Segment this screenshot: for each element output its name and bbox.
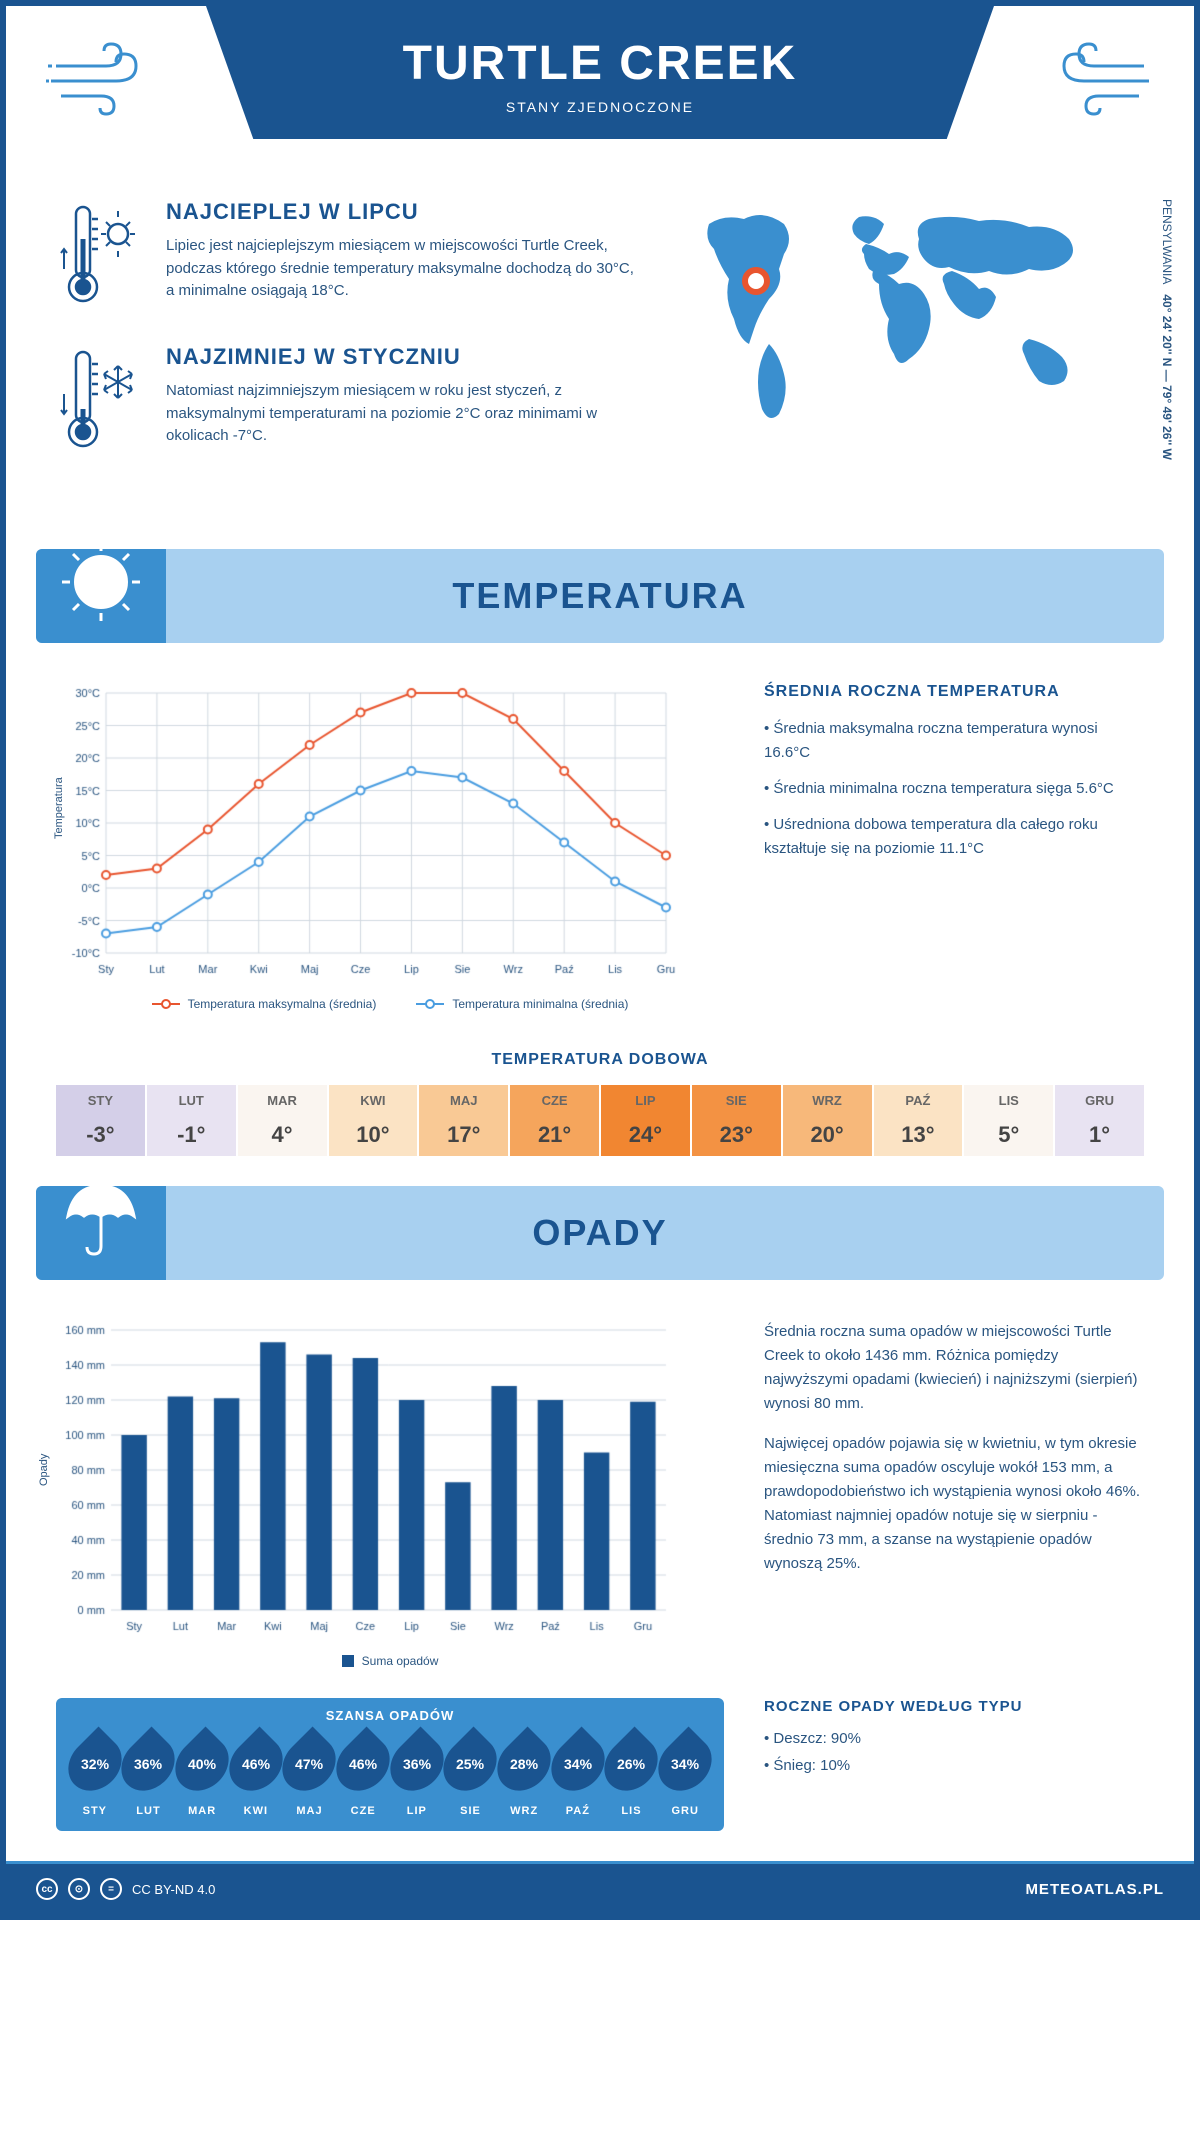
precip-para-2: Najwięcej opadów pojawia się w kwietniu,…	[764, 1432, 1144, 1576]
precipitation-section-header: OPADY	[36, 1186, 1164, 1280]
precipitation-bar-chart: Opady	[56, 1320, 724, 1640]
daily-temp-cell: LIP24°	[601, 1085, 690, 1156]
daily-temp-cell: WRZ20°	[783, 1085, 872, 1156]
daily-temp-cell: CZE21°	[510, 1085, 599, 1156]
temperature-title: TEMPERATURA	[62, 575, 1138, 617]
temperature-legend: Temperatura maksymalna (średnia) Tempera…	[56, 997, 724, 1011]
thermometer-cold-icon	[56, 344, 146, 459]
coldest-title: NAJZIMNIEJ W STYCZNIU	[166, 344, 644, 370]
chance-cell: 36%LIP	[392, 1735, 442, 1817]
temperature-section-header: TEMPERATURA	[36, 549, 1164, 643]
site-name: METEOATLAS.PL	[1025, 1881, 1164, 1898]
coordinates-label: PENSYLWANIA 40° 24' 20'' N — 79° 49' 26'…	[1160, 199, 1174, 460]
temperature-line-chart: Temperatura	[56, 683, 724, 983]
footer: cc ⊙ = CC BY-ND 4.0 METEOATLAS.PL	[6, 1861, 1194, 1914]
coldest-block: NAJZIMNIEJ W STYCZNIU Natomiast najzimni…	[56, 344, 644, 459]
daily-temp-cell: MAJ17°	[419, 1085, 508, 1156]
thermometer-hot-icon	[56, 199, 146, 314]
chance-cell: 26%LIS	[607, 1735, 657, 1817]
title-banner: TURTLE CREEK STANY ZJEDNOCZONE	[206, 6, 994, 139]
y-axis-label: Temperatura	[53, 777, 65, 839]
chance-cell: 34%GRU	[660, 1735, 710, 1817]
chance-cell: 36%LUT	[124, 1735, 174, 1817]
chance-cell: 32%STY	[70, 1735, 120, 1817]
warmest-block: NAJCIEPLEJ W LIPCU Lipiec jest najcieple…	[56, 199, 644, 314]
chance-cell: 46%KWI	[231, 1735, 281, 1817]
world-map: PENSYLWANIA 40° 24' 20'' N — 79° 49' 26'…	[684, 199, 1144, 489]
daily-temp-cell: GRU1°	[1055, 1085, 1144, 1156]
daily-temp-cell: SIE23°	[692, 1085, 781, 1156]
daily-temp-grid: STY-3°LUT-1°MAR4°KWI10°MAJ17°CZE21°LIP24…	[56, 1085, 1144, 1156]
daily-temp-cell: LIS5°	[964, 1085, 1053, 1156]
chance-cell: 28%WRZ	[499, 1735, 549, 1817]
precip-type-title: ROCZNE OPADY WEDŁUG TYPU	[764, 1698, 1144, 1715]
precipitation-legend: Suma opadów	[56, 1654, 724, 1668]
precip-para-1: Średnia roczna suma opadów w miejscowośc…	[764, 1320, 1144, 1416]
y-axis-label: Opady	[38, 1454, 50, 1486]
daily-temp-cell: PAŹ13°	[874, 1085, 963, 1156]
annual-temp-stats: • Średnia maksymalna roczna temperatura …	[764, 717, 1144, 861]
chance-title: SZANSA OPADÓW	[70, 1708, 710, 1723]
cc-icon: cc	[36, 1878, 58, 1900]
wind-icon	[1034, 36, 1154, 121]
chance-cell: 47%MAJ	[285, 1735, 335, 1817]
warmest-title: NAJCIEPLEJ W LIPCU	[166, 199, 644, 225]
by-icon: ⊙	[68, 1878, 90, 1900]
coldest-text: Natomiast najzimniejszym miesiącem w rok…	[166, 380, 644, 448]
nd-icon: =	[100, 1878, 122, 1900]
daily-temp-cell: STY-3°	[56, 1085, 145, 1156]
license-text: CC BY-ND 4.0	[132, 1882, 215, 1897]
daily-temp-title: TEMPERATURA DOBOWA	[56, 1051, 1144, 1069]
chance-cell: 34%PAŹ	[553, 1735, 603, 1817]
precip-type-list: • Deszcz: 90%• Śnieg: 10%	[764, 1725, 1144, 1779]
header: TURTLE CREEK STANY ZJEDNOCZONE	[6, 6, 1194, 159]
precipitation-title: OPADY	[62, 1212, 1138, 1254]
chance-cell: 46%CZE	[338, 1735, 388, 1817]
legend-max-label: Temperatura maksymalna (średnia)	[188, 997, 377, 1011]
wind-icon	[46, 36, 166, 121]
annual-temp-title: ŚREDNIA ROCZNA TEMPERATURA	[764, 683, 1144, 701]
chance-cell: 25%SIE	[446, 1735, 496, 1817]
country-subtitle: STANY ZJEDNOCZONE	[226, 99, 974, 115]
intro-section: NAJCIEPLEJ W LIPCU Lipiec jest najcieple…	[6, 159, 1194, 529]
legend-sum-label: Suma opadów	[362, 1654, 439, 1668]
chance-cell: 40%MAR	[177, 1735, 227, 1817]
warmest-text: Lipiec jest najcieplejszym miesiącem w m…	[166, 235, 644, 303]
daily-temp-cell: LUT-1°	[147, 1085, 236, 1156]
precipitation-chance-bar: SZANSA OPADÓW 32%STY36%LUT40%MAR46%KWI47…	[56, 1698, 724, 1831]
daily-temp-cell: KWI10°	[329, 1085, 418, 1156]
location-title: TURTLE CREEK	[226, 36, 974, 91]
legend-min-label: Temperatura minimalna (średnia)	[452, 997, 628, 1011]
daily-temp-cell: MAR4°	[238, 1085, 327, 1156]
